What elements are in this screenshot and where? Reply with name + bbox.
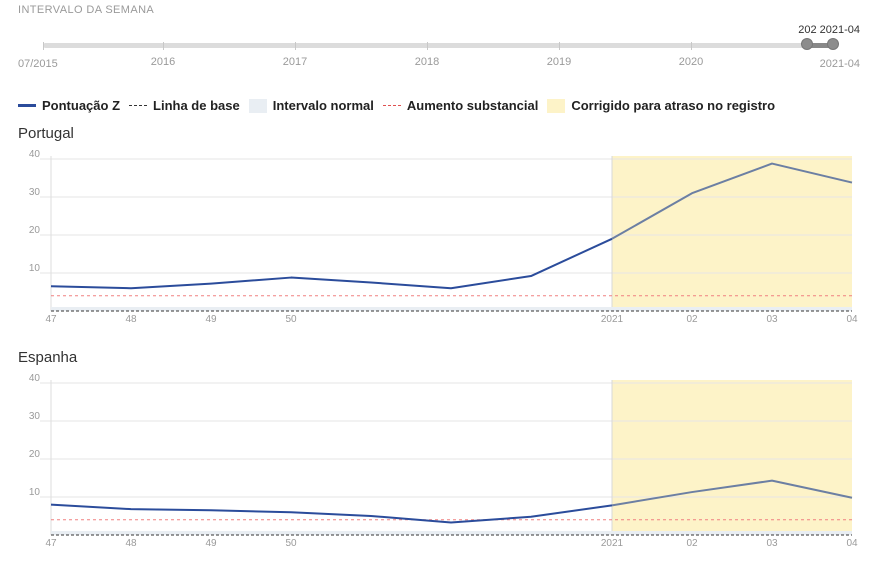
chart-legend: Pontuação Z Linha de base Intervalo norm… [18, 98, 784, 113]
normal-range-swatch [248, 98, 267, 113]
slider-tick [43, 42, 44, 50]
x-tick-label: 50 [285, 314, 297, 325]
normal-range-band [51, 307, 852, 311]
panel-title-espanha: Espanha [18, 349, 78, 366]
legend-item-baseline[interactable]: Linha de base [129, 98, 240, 113]
x-tick-label: 49 [205, 538, 217, 549]
x-tick-label: 2021 [601, 538, 624, 549]
corrected-swatch [547, 98, 566, 113]
slider-year-label: 2017 [282, 56, 308, 68]
y-tick-label: 10 [29, 263, 41, 274]
legend-label: Pontuação Z [42, 98, 121, 113]
normal-range-band [51, 531, 852, 535]
y-tick-label: 20 [29, 449, 41, 460]
legend-label: Linha de base [153, 98, 240, 113]
x-tick-label: 02 [686, 538, 698, 549]
legend-label: Intervalo normal [272, 98, 374, 113]
legend-item-substantial-increase[interactable]: Aumento substancial [382, 98, 539, 113]
y-tick-label: 30 [29, 187, 41, 198]
y-tick-label: 40 [29, 149, 41, 160]
slider-start-handle[interactable] [801, 38, 813, 50]
slider-end-label: 2021-04 [819, 58, 860, 70]
x-tick-label: 50 [285, 538, 297, 549]
selected-range-label: 202 2021-04 [798, 24, 860, 36]
legend-item-normal-range[interactable]: Intervalo normal [248, 98, 374, 113]
slider-year-label: 2019 [546, 56, 572, 68]
interval-slider-track[interactable] [43, 43, 836, 48]
interval-slider-title: INTERVALO DA SEMANA [18, 4, 155, 16]
corrected-band [612, 156, 852, 311]
slider-year-label: 2016 [150, 56, 176, 68]
baseline-dash-swatch [129, 105, 148, 106]
x-tick-label: 03 [766, 538, 778, 549]
x-tick-label: 48 [125, 314, 137, 325]
panel-title-portugal: Portugal [18, 125, 74, 142]
slider-year-label: 2018 [414, 56, 440, 68]
substantial-increase-swatch [382, 105, 401, 106]
slider-end-handle[interactable] [827, 38, 839, 50]
slider-tick [559, 42, 560, 50]
x-tick-label: 47 [45, 538, 57, 549]
y-tick-label: 30 [29, 411, 41, 422]
x-tick-label: 48 [125, 538, 137, 549]
x-tick-label: 02 [686, 314, 698, 325]
corrected-band [612, 380, 852, 535]
y-tick-label: 10 [29, 487, 41, 498]
y-tick-label: 20 [29, 225, 41, 236]
espanha-zscore-chart: 10 20 30 40 47 48 49 50 2021 02 03 04 [29, 373, 858, 549]
x-tick-label: 03 [766, 314, 778, 325]
slider-tick [295, 42, 296, 50]
legend-item-zscore[interactable]: Pontuação Z [18, 98, 120, 113]
x-tick-label: 47 [45, 314, 57, 325]
legend-label: Corrigido para atraso no registro [571, 98, 776, 113]
portugal-zscore-chart: 10 20 30 40 47 48 49 50 2021 02 03 04 [29, 149, 858, 325]
slider-start-label: 07/2015 [18, 58, 58, 70]
slider-year-label: 2020 [678, 56, 704, 68]
zscore-corrected-line [611, 479, 853, 507]
zscore-line [50, 503, 613, 524]
zscore-corrected-line [611, 162, 853, 240]
interval-slider-selection [808, 43, 833, 48]
legend-item-corrected[interactable]: Corrigido para atraso no registro [547, 98, 775, 113]
zscore-line-swatch [18, 104, 36, 107]
x-tick-label: 49 [205, 314, 217, 325]
slider-tick [691, 42, 692, 50]
x-tick-label: 2021 [601, 314, 624, 325]
x-tick-label: 04 [846, 314, 858, 325]
y-tick-label: 40 [29, 373, 41, 384]
legend-label: Aumento substancial [406, 98, 539, 113]
zscore-line [50, 237, 613, 290]
slider-tick [163, 42, 164, 50]
slider-tick [427, 42, 428, 50]
x-tick-label: 04 [846, 538, 858, 549]
